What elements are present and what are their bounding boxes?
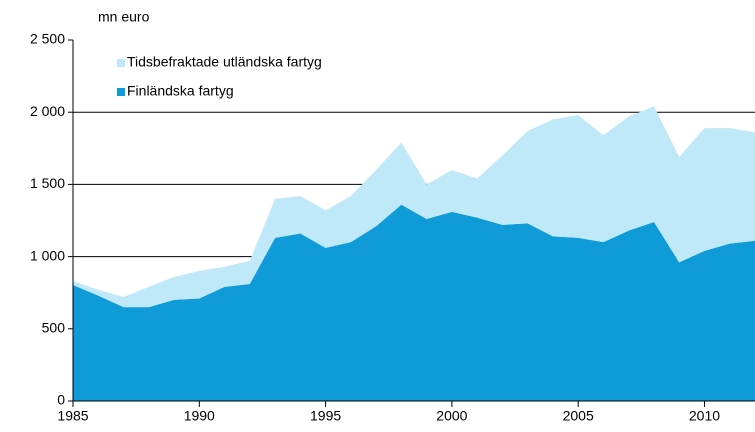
x-tick-label: 1990 xyxy=(184,408,215,424)
y-tick-label: 500 xyxy=(42,320,66,336)
y-tick-label: 1 000 xyxy=(30,247,65,263)
legend-label: Finländska fartyg xyxy=(127,83,234,99)
x-tick-label: 1995 xyxy=(310,408,341,424)
area xyxy=(73,106,755,308)
y-tick-label: 1 500 xyxy=(30,175,65,191)
unit-label: mn euro xyxy=(98,9,150,25)
x-tick-label: 2010 xyxy=(689,408,720,424)
legend-swatch xyxy=(117,88,125,96)
y-tick-label: 0 xyxy=(57,392,65,408)
area xyxy=(73,204,755,401)
x-tick-label: 1985 xyxy=(57,408,88,424)
x-tick-label: 2005 xyxy=(563,408,594,424)
x-tick-label: 2000 xyxy=(436,408,467,424)
y-tick-label: 2 500 xyxy=(30,31,65,47)
y-tick-label: 2 000 xyxy=(30,103,65,119)
legend-label: Tidsbefraktade utländska fartyg xyxy=(127,54,322,70)
legend-swatch xyxy=(117,59,125,67)
